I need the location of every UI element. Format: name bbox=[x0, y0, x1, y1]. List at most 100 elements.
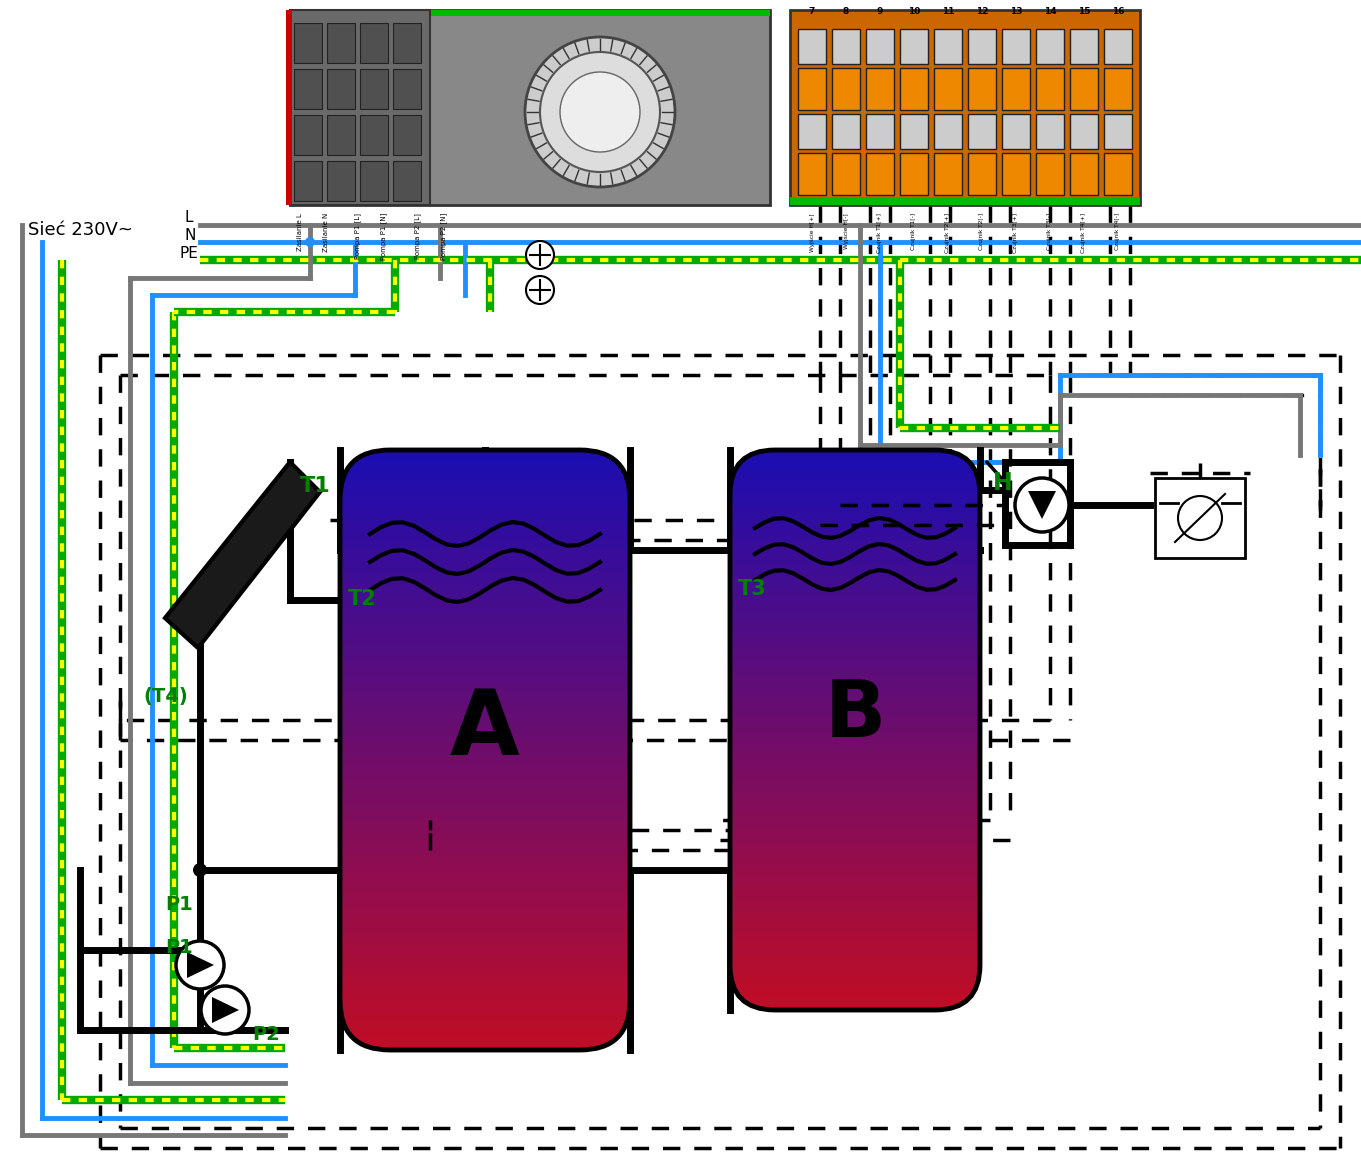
Bar bbox=[729, 470, 980, 478]
Bar bbox=[729, 687, 980, 695]
Bar bbox=[729, 456, 980, 464]
Bar bbox=[1104, 29, 1132, 64]
Bar bbox=[729, 960, 980, 968]
Circle shape bbox=[1015, 478, 1068, 532]
Bar bbox=[340, 531, 630, 541]
Bar bbox=[340, 982, 630, 990]
Bar bbox=[294, 23, 323, 64]
Bar bbox=[729, 617, 980, 625]
Bar bbox=[934, 152, 962, 195]
Bar bbox=[729, 834, 980, 842]
Bar bbox=[340, 666, 630, 675]
Bar bbox=[340, 599, 630, 608]
Bar bbox=[729, 484, 980, 492]
Bar bbox=[1070, 29, 1098, 64]
Bar bbox=[866, 152, 894, 195]
Bar bbox=[340, 974, 630, 983]
Text: T1: T1 bbox=[299, 476, 331, 495]
Bar bbox=[361, 116, 388, 155]
Bar bbox=[289, 10, 770, 16]
Bar bbox=[340, 742, 630, 750]
Circle shape bbox=[176, 941, 225, 989]
Circle shape bbox=[540, 52, 660, 172]
Bar bbox=[1104, 68, 1132, 110]
Bar bbox=[729, 743, 980, 751]
Bar bbox=[340, 720, 630, 728]
Bar bbox=[1036, 29, 1064, 64]
Bar bbox=[729, 946, 980, 954]
Bar bbox=[393, 23, 421, 64]
Bar bbox=[340, 929, 630, 938]
Text: P2: P2 bbox=[252, 1024, 280, 1044]
Bar bbox=[729, 911, 980, 919]
FancyBboxPatch shape bbox=[729, 450, 980, 1009]
Bar bbox=[968, 114, 996, 149]
Bar bbox=[729, 932, 980, 940]
Bar bbox=[340, 464, 630, 472]
Bar bbox=[294, 116, 323, 155]
Bar bbox=[1070, 152, 1098, 195]
Bar bbox=[729, 981, 980, 989]
Bar bbox=[340, 884, 630, 893]
Bar bbox=[340, 711, 630, 720]
Bar bbox=[729, 519, 980, 527]
Text: Wyjście H[-]: Wyjście H[-] bbox=[844, 213, 849, 248]
Text: 12: 12 bbox=[976, 7, 988, 15]
Bar bbox=[934, 29, 962, 64]
Bar bbox=[340, 494, 630, 502]
Bar bbox=[729, 813, 980, 821]
Text: Pompa P2 [N]: Pompa P2 [N] bbox=[441, 213, 448, 260]
Text: Pompa P1 [L]: Pompa P1 [L] bbox=[355, 213, 362, 259]
Circle shape bbox=[1179, 495, 1222, 541]
Bar bbox=[340, 1027, 630, 1035]
Bar bbox=[729, 505, 980, 513]
Text: B: B bbox=[825, 676, 886, 754]
Bar bbox=[340, 877, 630, 885]
Bar bbox=[729, 827, 980, 835]
Bar bbox=[340, 479, 630, 487]
Bar bbox=[729, 666, 980, 675]
Bar bbox=[729, 561, 980, 569]
Bar bbox=[729, 750, 980, 758]
Text: Czujnik T3[-]: Czujnik T3[-] bbox=[1048, 213, 1052, 251]
Bar bbox=[340, 847, 630, 855]
Bar bbox=[340, 824, 630, 833]
Bar bbox=[729, 772, 980, 778]
Bar bbox=[294, 161, 323, 201]
Text: T3: T3 bbox=[738, 579, 766, 599]
Text: P1: P1 bbox=[165, 895, 193, 914]
Bar bbox=[340, 486, 630, 495]
Bar bbox=[361, 161, 388, 201]
Bar bbox=[340, 584, 630, 593]
Bar bbox=[729, 862, 980, 870]
Bar bbox=[340, 660, 630, 668]
Bar bbox=[729, 884, 980, 891]
Bar bbox=[340, 726, 630, 735]
Bar bbox=[340, 501, 630, 511]
Bar bbox=[340, 1042, 630, 1050]
Bar bbox=[729, 763, 980, 772]
Bar bbox=[832, 152, 860, 195]
Text: Sieć 230V~: Sieć 230V~ bbox=[29, 221, 133, 239]
Bar bbox=[340, 757, 630, 765]
Bar bbox=[729, 974, 980, 982]
Bar bbox=[900, 152, 928, 195]
Bar bbox=[866, 114, 894, 149]
Bar bbox=[1036, 152, 1064, 195]
Text: Czujnik T4[+]: Czujnik T4[+] bbox=[1082, 213, 1086, 253]
Bar bbox=[340, 937, 630, 945]
Bar bbox=[729, 715, 980, 723]
Bar bbox=[340, 952, 630, 960]
Bar bbox=[729, 526, 980, 534]
Bar bbox=[729, 660, 980, 666]
Bar bbox=[340, 471, 630, 480]
Circle shape bbox=[559, 72, 640, 152]
Bar bbox=[729, 939, 980, 947]
Text: 10: 10 bbox=[908, 7, 920, 15]
Bar bbox=[798, 68, 826, 110]
Bar bbox=[832, 29, 860, 64]
Bar bbox=[729, 477, 980, 485]
Text: Czujnik T1[-]: Czujnik T1[-] bbox=[912, 213, 916, 251]
Bar bbox=[1070, 68, 1098, 110]
Bar bbox=[729, 904, 980, 912]
